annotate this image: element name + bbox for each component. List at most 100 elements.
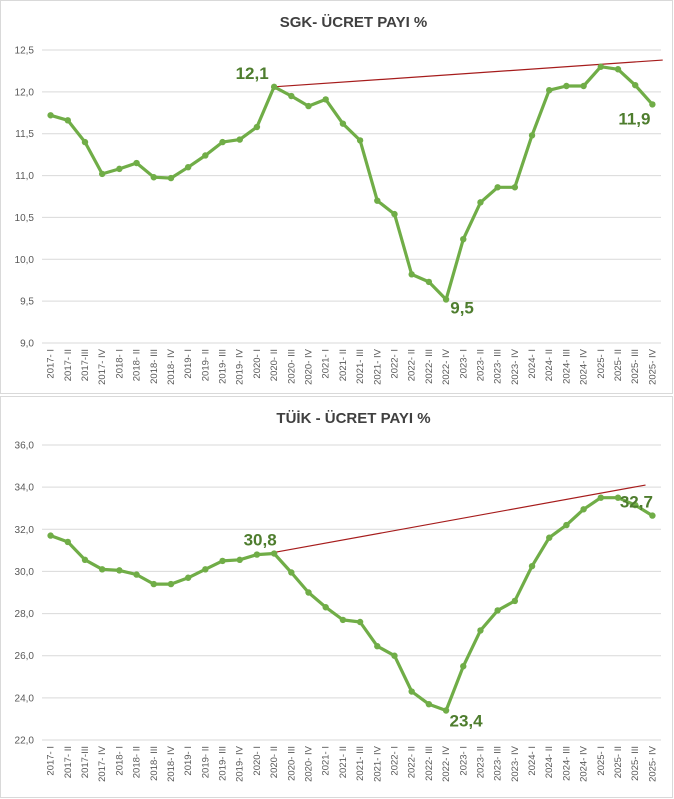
tuik-x-tick-label: 2018- II xyxy=(132,746,143,778)
tuik-data-point xyxy=(116,567,123,574)
sgk-x-tick-label: 2020- III xyxy=(286,349,297,384)
tuik-data-point xyxy=(133,571,140,578)
sgk-series-line xyxy=(50,65,654,302)
sgk-data-point xyxy=(64,117,71,124)
sgk-x-tick-label: 2019- I xyxy=(183,349,194,379)
sgk-data-point xyxy=(374,197,381,204)
tuik-chart: TÜİK - ÜCRET PAYI % 22,0 24,0 26,0 28,0 30,0 3… xyxy=(15,410,661,782)
tuik-y-tick-label: 32,0 xyxy=(15,525,35,536)
sgk-annotation-label: 9,5 xyxy=(450,298,474,317)
tuik-x-tick-label: 2021- II xyxy=(338,746,349,778)
sgk-data-point xyxy=(442,296,450,303)
sgk-data-point xyxy=(167,174,175,182)
tuik-data-point xyxy=(408,688,415,695)
tuik-chart-title: TÜİK - ÜCRET PAYI % xyxy=(276,410,430,427)
tuik-x-tick-label: 2017- IV xyxy=(97,745,108,782)
tuik-data-point xyxy=(391,652,398,659)
sgk-data-point xyxy=(408,271,415,278)
tuik-data-point xyxy=(460,663,467,670)
tuik-x-tick-label: 2018- I xyxy=(114,746,125,776)
tuik-x-tick-label: 2025- IV xyxy=(647,745,658,782)
tuik-trendline xyxy=(274,484,646,554)
sgk-x-tick-label: 2019- III xyxy=(218,349,229,384)
tuik-y-tick-label: 30,0 xyxy=(15,567,35,578)
tuik-y-tick-label: 34,0 xyxy=(15,483,35,494)
sgk-y-tick-label: 12,5 xyxy=(15,46,35,57)
sgk-data-point xyxy=(511,184,519,191)
tuik-data-point xyxy=(167,580,175,588)
tuik-x-tick-label: 2025- III xyxy=(630,746,641,781)
sgk-x-tick-label: 2020- I xyxy=(252,349,263,379)
tuik-y-tick-label: 24,0 xyxy=(15,693,35,704)
sgk-data-point xyxy=(116,165,123,173)
tuik-x-tick-label: 2019- I xyxy=(183,746,194,776)
sgk-x-tick-label: 2018- IV xyxy=(166,348,177,385)
sgk-data-point xyxy=(98,170,106,178)
sgk-x-tick-label: 2025- IV xyxy=(647,348,658,385)
sgk-x-tick-label: 2017- IV xyxy=(97,348,108,385)
tuik-data-point xyxy=(580,506,587,513)
sgk-x-tick-label: 2023- I xyxy=(458,349,469,379)
tuik-data-point xyxy=(494,607,501,614)
tuik-x-tick-label: 2019- III xyxy=(218,746,229,781)
tuik-x-tick-label: 2021- I xyxy=(321,746,332,776)
tuik-data-point xyxy=(184,574,192,581)
tuik-data-point xyxy=(322,604,329,611)
tuik-data-point xyxy=(288,569,295,576)
sgk-data-point xyxy=(288,92,295,100)
sgk-data-point xyxy=(219,138,226,146)
sgk-y-tick-label: 12,0 xyxy=(15,87,35,98)
sgk-data-point xyxy=(425,278,433,286)
sgk-data-point xyxy=(546,86,553,94)
tuik-x-tick-label: 2024- I xyxy=(527,746,538,776)
tuik-x-tick-label: 2019- II xyxy=(200,746,211,778)
tuik-series-line xyxy=(50,496,654,713)
tuik-data-point xyxy=(546,534,553,541)
tuik-x-tick-label: 2022- III xyxy=(424,746,435,781)
sgk-x-tick-label: 2022- II xyxy=(407,349,418,381)
sgk-y-tick-label: 11,5 xyxy=(15,129,34,140)
sgk-x-tick-label: 2024- III xyxy=(561,349,572,384)
tuik-data-point xyxy=(477,627,484,634)
sgk-data-point xyxy=(236,136,243,143)
tuik-y-tick-label: 36,0 xyxy=(15,441,35,452)
sgk-x-tick-label: 2018- II xyxy=(132,349,143,381)
sgk-x-tick-label: 2021- II xyxy=(338,349,349,381)
tuik-data-point xyxy=(64,538,71,546)
tuik-x-tick-label: 2023- IV xyxy=(510,745,521,782)
tuik-data-point xyxy=(511,597,519,605)
sgk-data-point xyxy=(47,112,54,119)
sgk-y-tick-label: 9,5 xyxy=(20,297,34,308)
tuik-data-point xyxy=(219,557,226,565)
tuik-x-tick-label: 2020- II xyxy=(269,746,280,778)
tuik-x-tick-label: 2017- II xyxy=(63,746,74,778)
tuik-data-point xyxy=(253,551,261,558)
sgk-data-point xyxy=(133,159,140,167)
sgk-y-tick-label: 10,5 xyxy=(15,213,35,224)
tuik-x-tick-label: 2018- IV xyxy=(166,745,177,782)
tuik-x-tick-label: 2017-III xyxy=(80,746,91,778)
sgk-data-point xyxy=(339,120,347,127)
sgk-chart: SGK- ÜCRET PAYI % 9,0 9,5 10,0 10,5 11,0 11,5 1… xyxy=(15,14,663,385)
tuik-annotation-label: 32,7 xyxy=(620,493,653,512)
sgk-data-point xyxy=(580,82,587,90)
tuik-data-point xyxy=(236,556,243,564)
sgk-chart-title: SGK- ÜCRET PAYI % xyxy=(280,14,428,31)
sgk-data-point xyxy=(614,66,622,73)
tuik-data-point xyxy=(425,700,433,708)
sgk-data-point xyxy=(356,137,364,144)
tuik-data-point xyxy=(614,494,622,501)
sgk-x-tick-label: 2018- I xyxy=(114,349,125,379)
tuik-x-tick-label: 2019- IV xyxy=(235,745,246,782)
sgk-data-point xyxy=(460,235,467,243)
sgk-x-tick-label: 2020- II xyxy=(269,349,280,381)
sgk-x-tick-label: 2020- IV xyxy=(304,348,315,385)
sgk-x-tick-label: 2018- III xyxy=(149,349,160,384)
tuik-x-tick-label: 2023- III xyxy=(493,746,504,781)
tuik-x-tick-label: 2024- II xyxy=(544,746,555,778)
tuik-data-point xyxy=(563,521,570,529)
sgk-x-tick-label: 2025- II xyxy=(613,349,624,381)
sgk-x-tick-label: 2017- II xyxy=(63,349,74,381)
tuik-x-tick-label: 2024- III xyxy=(561,746,572,781)
sgk-data-point xyxy=(202,152,209,159)
